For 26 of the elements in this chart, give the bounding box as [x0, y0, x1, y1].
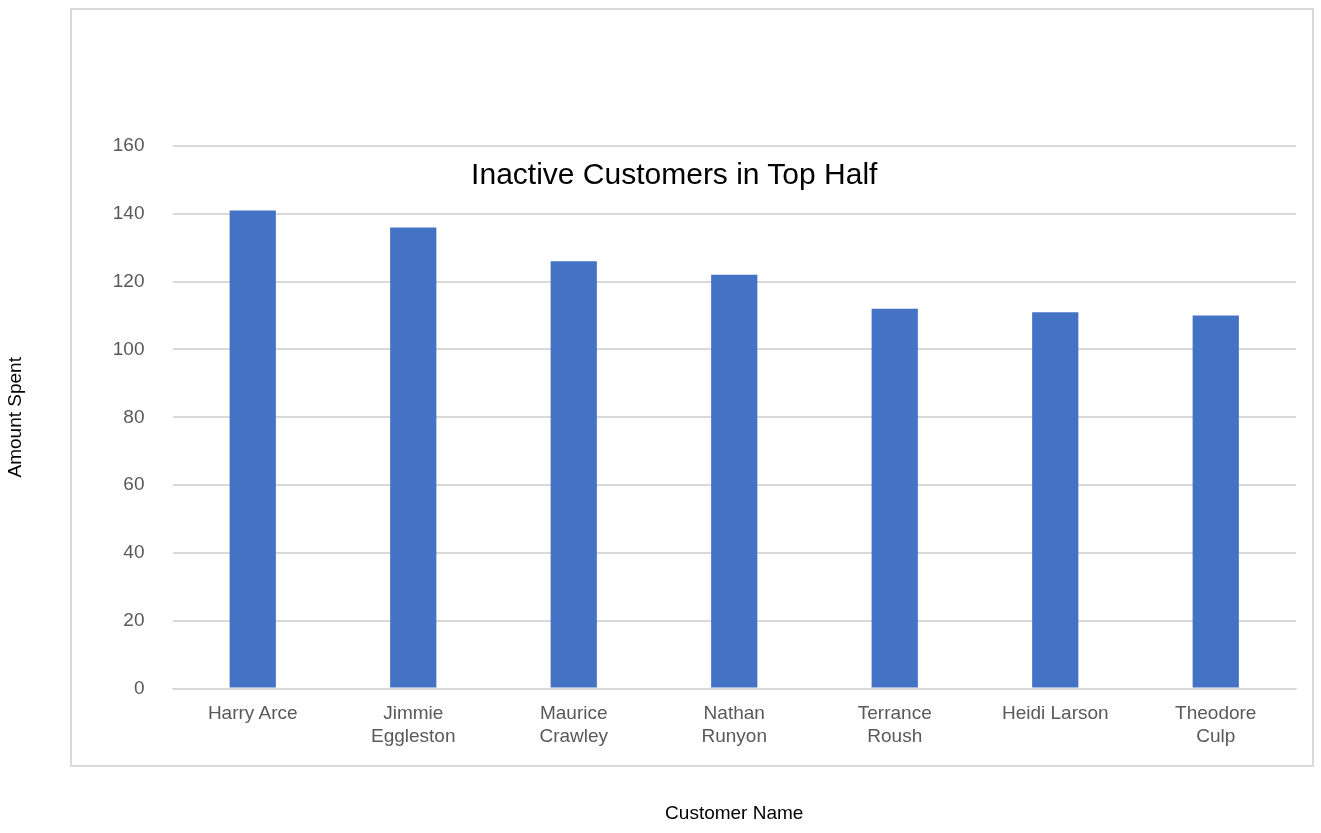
- y-tick-label: 40: [123, 541, 145, 563]
- x-tick-label: Heidi Larson: [1001, 702, 1109, 724]
- x-tick-label: Nathan Runyon: [701, 702, 767, 747]
- y-tick-label: 140: [112, 202, 145, 224]
- x-tick-label: Theodore Culp: [1175, 702, 1257, 747]
- bar: [550, 261, 597, 688]
- y-tick-label: 80: [123, 405, 145, 427]
- y-axis-title: Amount Spent: [3, 356, 25, 478]
- x-tick-label: Terrance Roush: [857, 702, 932, 747]
- y-tick-label: 0: [133, 676, 145, 698]
- x-tick-label: Maurice Crawley: [539, 702, 609, 747]
- x-tick-label: Jimmie Eggleston: [370, 702, 456, 747]
- bar: [871, 308, 918, 688]
- bar: [390, 227, 437, 688]
- y-tick-label: 100: [112, 337, 145, 359]
- y-tick-label: 20: [123, 609, 145, 631]
- bar: [229, 210, 276, 688]
- bar: [1032, 312, 1079, 688]
- y-tick-label: 120: [112, 269, 145, 291]
- y-tick-label: 160: [112, 134, 145, 156]
- chart-title: Inactive Customers in Top Half: [471, 157, 879, 191]
- x-tick-label: Harry Arce: [207, 702, 298, 724]
- bar: [1192, 315, 1239, 688]
- x-axis-title: Customer Name: [665, 801, 804, 823]
- bar: [711, 274, 758, 688]
- y-tick-label: 60: [123, 473, 145, 495]
